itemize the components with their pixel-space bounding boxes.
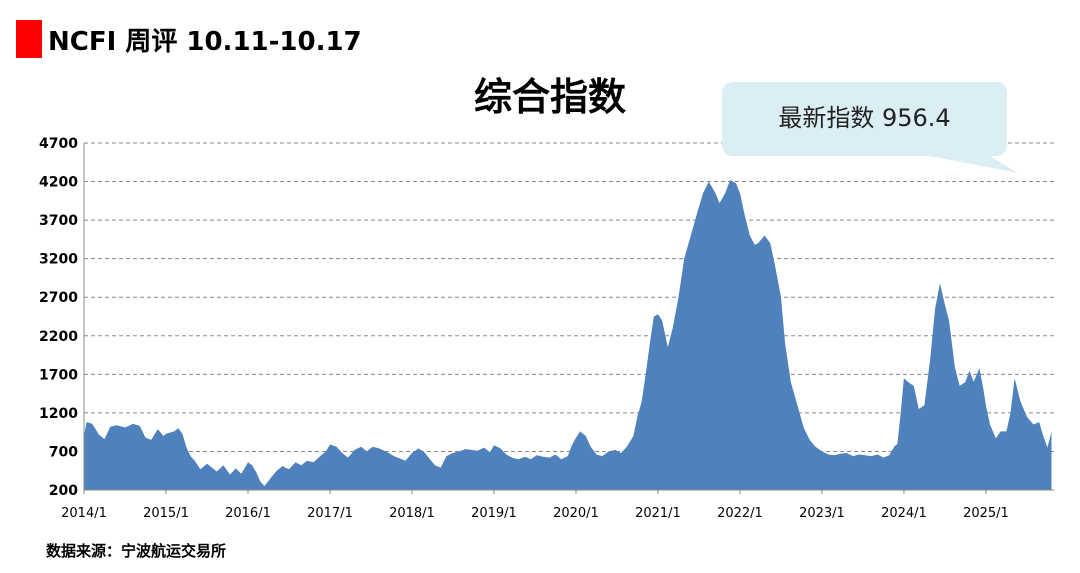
x-tick-label: 2020/1 xyxy=(553,506,599,521)
report-header: NCFI 周评 10.11-10.17 xyxy=(16,20,362,58)
chart-title: 综合指数 xyxy=(473,75,626,119)
x-tick-label: 2016/1 xyxy=(225,506,271,521)
header-red-marker xyxy=(16,20,42,58)
index-area-series xyxy=(84,180,1052,490)
y-tick-label: 1700 xyxy=(39,367,78,383)
x-tick-label: 2022/1 xyxy=(717,506,763,521)
y-tick-label: 3700 xyxy=(39,213,78,229)
x-tick-label: 2014/1 xyxy=(61,506,107,521)
y-tick-label: 1200 xyxy=(39,406,78,422)
x-tick-label: 2017/1 xyxy=(307,506,353,521)
report-title: NCFI 周评 10.11-10.17 xyxy=(48,26,362,57)
x-tick-label: 2021/1 xyxy=(635,506,681,521)
y-tick-label: 700 xyxy=(49,444,78,460)
y-tick-label: 4700 xyxy=(39,136,78,152)
y-tick-label: 3200 xyxy=(39,252,78,268)
x-tick-label: 2018/1 xyxy=(389,506,435,521)
y-tick-label: 4200 xyxy=(39,175,78,191)
x-tick-label: 2024/1 xyxy=(881,506,927,521)
x-tick-label: 2015/1 xyxy=(143,506,189,521)
x-tick-label: 2025/1 xyxy=(963,506,1009,521)
y-tick-label: 200 xyxy=(49,483,78,499)
data-source-note: 数据来源：宁波航运交易所 xyxy=(46,542,227,560)
x-tick-label: 2019/1 xyxy=(471,506,517,521)
x-tick-label: 2023/1 xyxy=(799,506,845,521)
latest-value-callout xyxy=(722,82,1018,173)
y-tick-label: 2200 xyxy=(39,329,78,345)
latest-value-text: 最新指数 956.4 xyxy=(778,104,950,132)
y-tick-label: 2700 xyxy=(39,290,78,306)
